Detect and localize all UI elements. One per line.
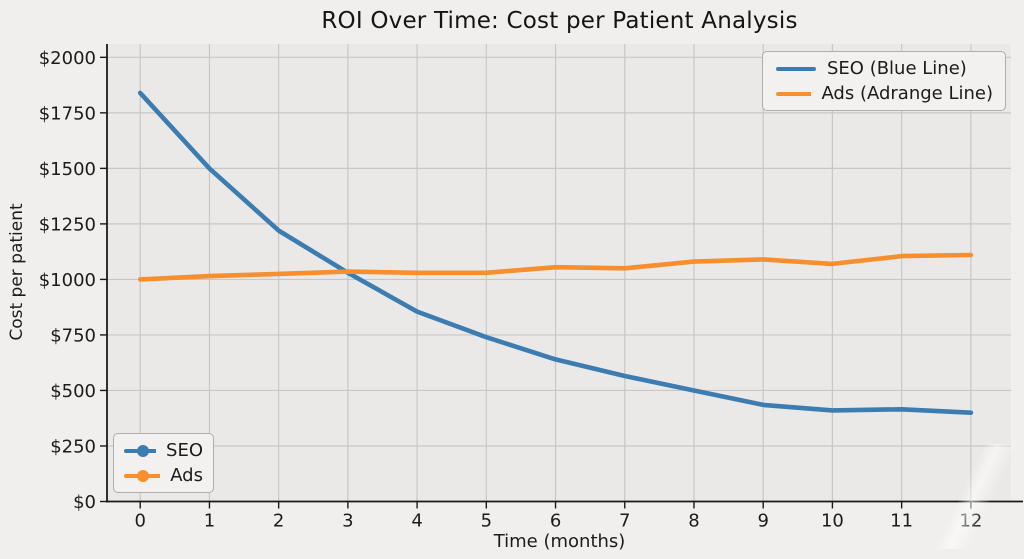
y-tick-label-2: $500 bbox=[50, 381, 96, 402]
ads-inset-swatch-marker bbox=[137, 469, 149, 482]
legend-row-ads: Ads (Adrange Line) bbox=[775, 83, 993, 104]
seo-marker-swatch-icon bbox=[124, 444, 157, 457]
x-tick-label-12: 12 bbox=[959, 511, 982, 532]
y-tick-label-0: $0 bbox=[73, 492, 96, 513]
chart-title: ROI Over Time: Cost per Patient Analysis bbox=[321, 8, 798, 34]
y-axis-label: Cost per patient bbox=[7, 203, 27, 341]
series-line-seo bbox=[137, 90, 974, 416]
legend-row-seo-inset: SEO bbox=[124, 440, 203, 461]
legend-lower-left: SEO Ads bbox=[113, 433, 214, 493]
series-line-ads bbox=[137, 252, 974, 282]
y-tick-label-7: $1750 bbox=[39, 103, 96, 124]
ads-line-swatch-icon bbox=[776, 91, 812, 96]
legend-label-seo-inset: SEO bbox=[166, 440, 203, 461]
x-tick-label-3: 3 bbox=[342, 511, 353, 532]
y-tick-label-6: $1500 bbox=[39, 159, 96, 180]
y-tick-label-3: $750 bbox=[50, 325, 96, 346]
legend-row-seo: SEO (Blue Line) bbox=[775, 58, 993, 79]
x-tick-label-9: 9 bbox=[757, 511, 768, 532]
ads-marker-swatch-icon bbox=[124, 469, 161, 482]
y-tick-label-8: $2000 bbox=[39, 48, 96, 69]
seo-line-swatch-icon bbox=[776, 66, 816, 71]
x-tick-label-8: 8 bbox=[688, 511, 699, 532]
x-tick-label-5: 5 bbox=[481, 511, 492, 532]
x-tick-label-1: 1 bbox=[204, 511, 215, 532]
legend-upper-right: SEO (Blue Line) Ads (Adrange Line) bbox=[762, 51, 1006, 111]
legend-label-ads-main: Ads (Adrange Line) bbox=[821, 83, 993, 104]
y-tick-label-4: $1000 bbox=[39, 270, 96, 291]
x-axis-label: Time (months) bbox=[493, 531, 626, 552]
x-tick-label-6: 6 bbox=[550, 511, 561, 532]
legend-label-ads-inset: Ads bbox=[170, 465, 203, 486]
legend-row-ads-inset: Ads bbox=[124, 465, 203, 486]
x-tick-label-11: 11 bbox=[890, 511, 913, 532]
x-tick-label-7: 7 bbox=[619, 511, 630, 532]
y-tick-label-5: $1250 bbox=[39, 214, 96, 235]
x-tick-label-10: 10 bbox=[821, 511, 844, 532]
legend-label-seo-main: SEO (Blue Line) bbox=[827, 58, 967, 79]
y-tick-label-1: $250 bbox=[50, 436, 96, 457]
x-tick-label-0: 0 bbox=[134, 511, 145, 532]
seo-inset-swatch-marker bbox=[137, 444, 149, 457]
x-tick-label-2: 2 bbox=[273, 511, 284, 532]
x-tick-label-4: 4 bbox=[411, 511, 422, 532]
